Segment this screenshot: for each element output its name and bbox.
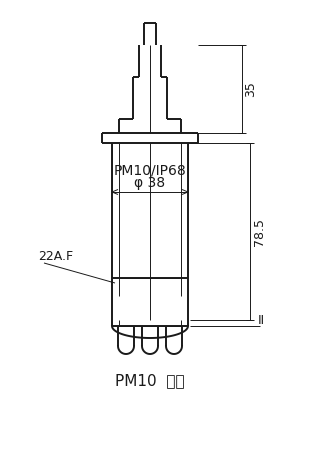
Text: PM10  基型: PM10 基型 xyxy=(115,374,185,388)
Text: 35: 35 xyxy=(244,81,258,97)
Text: 22A.F: 22A.F xyxy=(38,250,73,263)
Text: φ 38: φ 38 xyxy=(134,176,166,190)
Text: PM10/IP68: PM10/IP68 xyxy=(114,164,186,178)
Text: Ⅱ: Ⅱ xyxy=(258,313,264,326)
Text: 78.5: 78.5 xyxy=(254,218,267,245)
